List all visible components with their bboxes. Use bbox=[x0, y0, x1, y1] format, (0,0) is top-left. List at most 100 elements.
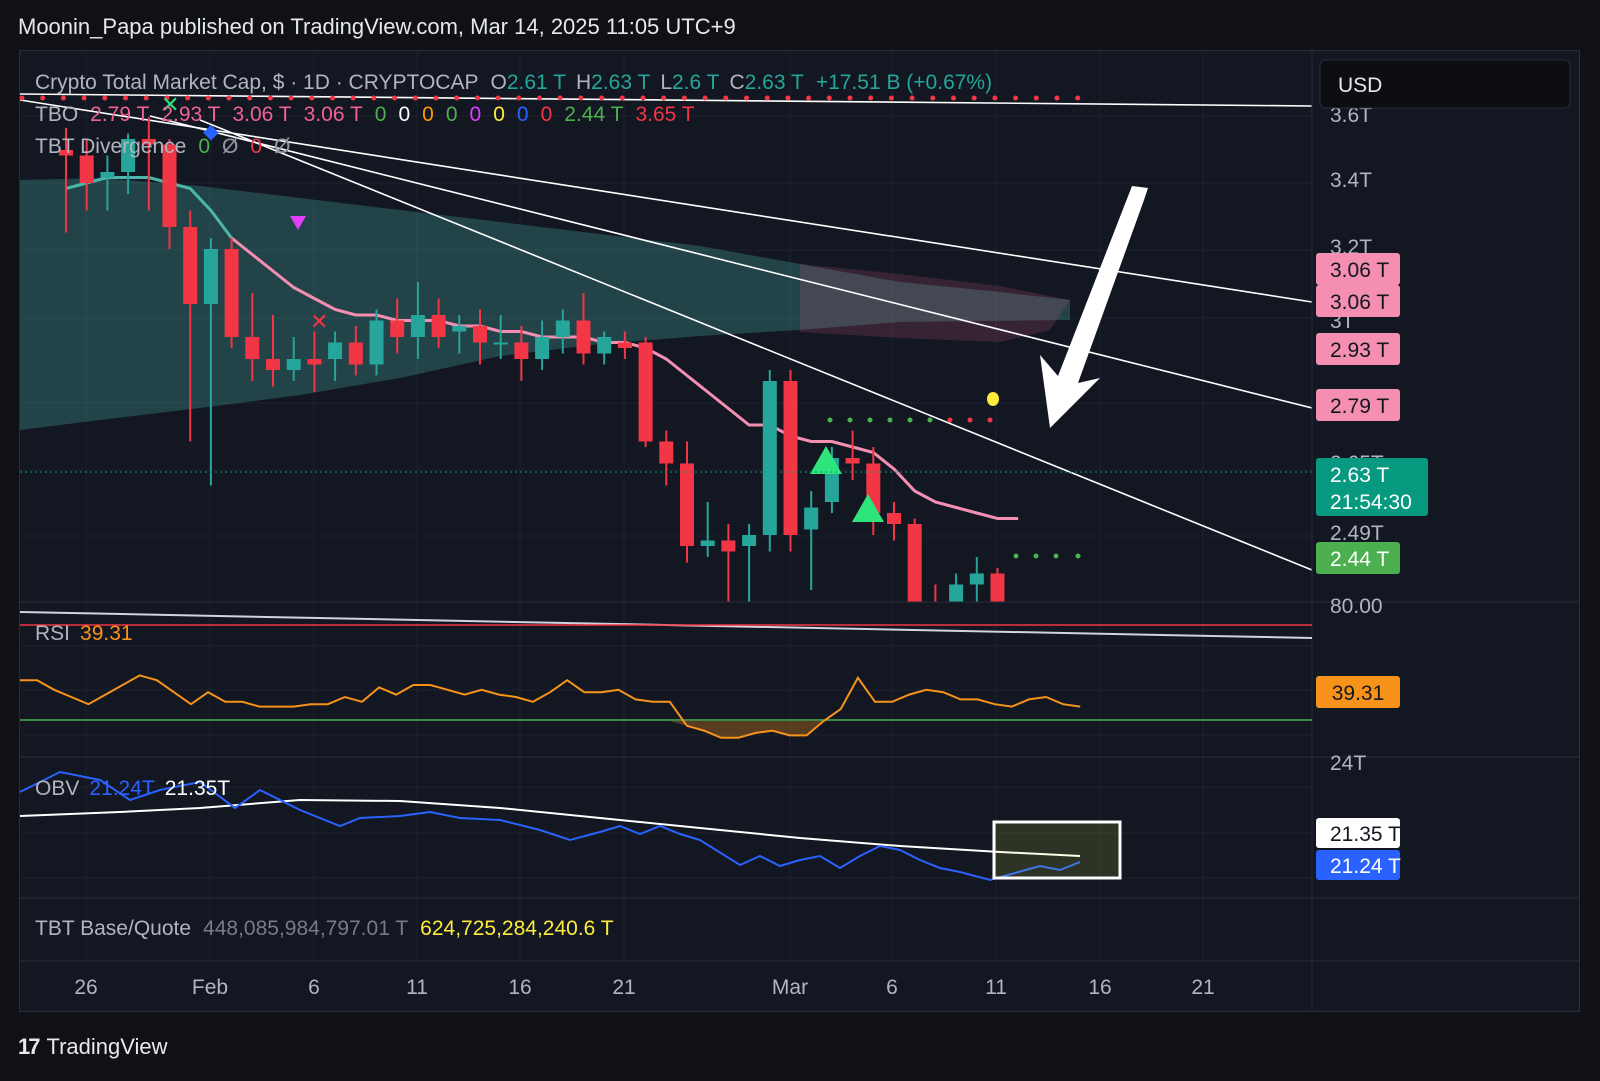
support-dot bbox=[1075, 553, 1081, 559]
resistance-dot bbox=[1054, 95, 1060, 101]
candle-body bbox=[845, 458, 860, 464]
candle-body bbox=[100, 172, 115, 178]
time-axis: 26 Feb 6 11 16 21 Mar 6 11 16 21 bbox=[74, 976, 1214, 999]
resistance-dot bbox=[1013, 95, 1019, 101]
candle-body bbox=[390, 320, 405, 337]
price-badges: 3.06 T 3.06 T 2.93 T 2.79 T 2.63 T 21:54:30 2.… bbox=[1316, 253, 1428, 574]
buy-triangle bbox=[852, 494, 884, 522]
candle-body bbox=[659, 441, 674, 464]
resistance-dot bbox=[578, 95, 584, 101]
candle-body bbox=[680, 463, 694, 546]
resistance-dot bbox=[744, 95, 749, 101]
svg-text:80.00: 80.00 bbox=[1330, 595, 1383, 618]
obv-pane: OBV 21.24T 21.35T 24T 21.35 T 21.24 T bbox=[19, 752, 1401, 882]
time-tick: 21 bbox=[1191, 976, 1214, 999]
resistance-dot bbox=[806, 95, 812, 101]
resistance-dot bbox=[909, 95, 915, 101]
candle-body bbox=[266, 359, 280, 370]
footer: 17 TradingView bbox=[18, 1034, 168, 1060]
candle-body bbox=[183, 227, 198, 304]
resistance-dot bbox=[226, 95, 232, 101]
price-badge bbox=[1316, 333, 1400, 365]
trendline bbox=[20, 93, 1312, 107]
trendline bbox=[199, 119, 1312, 571]
resistance-dot bbox=[60, 95, 66, 101]
price-tick: 3.6T bbox=[1330, 104, 1372, 127]
resistance-dot bbox=[826, 95, 832, 101]
obv-badge bbox=[1316, 818, 1400, 848]
svg-text:24T: 24T bbox=[1330, 752, 1366, 775]
price-badge bbox=[1316, 542, 1400, 574]
price-tick: 3.4T bbox=[1330, 169, 1372, 192]
support-dot bbox=[967, 417, 973, 423]
candle-body bbox=[928, 607, 942, 662]
brand-name: TradingView bbox=[46, 1034, 168, 1059]
resistance-dot bbox=[764, 95, 770, 101]
obv-badge-label: 21.24 T bbox=[1330, 855, 1401, 878]
resistance-dot bbox=[474, 95, 480, 101]
svg-text:Crypto Total Market Cap, $ · 1: Crypto Total Market Cap, $ · 1D · CRYPTO… bbox=[35, 71, 992, 94]
resistance-dot bbox=[516, 95, 522, 101]
price-badge-label: 3.06 T bbox=[1330, 291, 1389, 314]
resistance-dot bbox=[371, 95, 377, 101]
candle-body bbox=[307, 359, 322, 365]
trendlines bbox=[20, 93, 1312, 571]
diamond-marker bbox=[203, 124, 219, 141]
candle-body bbox=[762, 381, 777, 535]
support-dot bbox=[1013, 553, 1019, 559]
candle-body bbox=[203, 249, 218, 304]
support-dot bbox=[827, 417, 833, 423]
obv-line bbox=[19, 770, 1081, 882]
price-badge bbox=[1316, 458, 1428, 516]
resistance-dot bbox=[971, 95, 977, 101]
resistance-dot bbox=[350, 95, 356, 101]
resistance-dot bbox=[164, 95, 170, 101]
candle-body bbox=[162, 144, 177, 227]
price-badge-label: 2.44 T bbox=[1330, 548, 1389, 571]
candle-body bbox=[700, 540, 715, 546]
support-dot bbox=[1053, 553, 1059, 559]
tbo-cloud-red bbox=[800, 264, 1070, 342]
candle-body bbox=[245, 337, 260, 359]
resistance-dot bbox=[785, 95, 791, 101]
symbol-label: Crypto Total Market Cap, $ · 1D · CRYPTO… bbox=[35, 71, 478, 94]
sell-triangle bbox=[290, 216, 306, 230]
time-tick: Feb bbox=[192, 976, 228, 999]
svg-text:USD: USD bbox=[1338, 74, 1382, 97]
buy-triangle bbox=[810, 446, 842, 474]
resistance-dot bbox=[951, 95, 956, 101]
time-tick: 21 bbox=[612, 976, 635, 999]
resistance-dot bbox=[288, 95, 294, 101]
support-dot bbox=[907, 417, 913, 423]
resistance-dot bbox=[454, 95, 460, 101]
trendline bbox=[149, 115, 1312, 409]
support-dot bbox=[927, 417, 933, 423]
candle-body bbox=[328, 342, 343, 359]
tradingview-logo: 17 bbox=[18, 1034, 41, 1059]
time-tick: 6 bbox=[308, 976, 320, 999]
price-badge bbox=[1316, 389, 1400, 421]
candle-body bbox=[907, 524, 922, 602]
signals: ✕✕ bbox=[161, 92, 999, 522]
resistance-dot bbox=[847, 95, 853, 101]
tbt-base-quote: TBT Base/Quote 448,085,984,797.01 T 624,72… bbox=[35, 917, 614, 940]
candle-body bbox=[59, 150, 73, 156]
resistance-dot bbox=[143, 95, 149, 101]
resistance-dot bbox=[40, 95, 46, 101]
candle-body bbox=[431, 315, 446, 337]
support-dot bbox=[867, 417, 873, 423]
candle-body bbox=[410, 315, 425, 337]
resistance-dot bbox=[185, 95, 191, 101]
resistance-dot bbox=[930, 95, 936, 101]
svg-text:39.31: 39.31 bbox=[1332, 682, 1385, 705]
price-tick: 2.49T bbox=[1330, 522, 1384, 545]
obv-badge-label: 21.35 T bbox=[1330, 823, 1401, 846]
main-pane: ✕✕ bbox=[20, 92, 1312, 662]
annotation-arrow bbox=[1040, 186, 1148, 428]
candle-body bbox=[576, 320, 591, 354]
currency-button[interactable]: USD bbox=[1319, 59, 1571, 109]
resistance-dot bbox=[267, 95, 273, 101]
obv-sma-line bbox=[19, 798, 1081, 857]
